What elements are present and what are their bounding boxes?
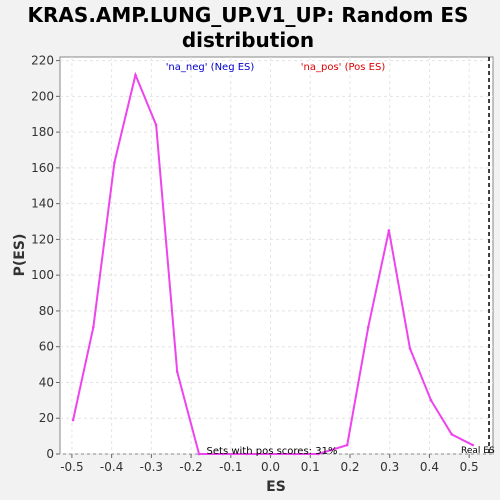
x-tick-label: -0.1 [219, 460, 242, 474]
data-point [345, 443, 349, 447]
x-tick-label: 0.0 [261, 460, 280, 474]
data-point [245, 452, 249, 456]
data-point [408, 347, 412, 350]
series-layer [71, 71, 475, 456]
data-point [92, 325, 95, 329]
data-point [471, 443, 475, 447]
data-point [197, 452, 201, 456]
y-tick-label: 220 [31, 54, 54, 68]
x-tick-label: -0.3 [140, 460, 163, 474]
x-tick-label: 0.4 [420, 460, 439, 474]
x-axis-ticks: -0.5 -0.4 -0.3 -0.2 -0.1 0.0 0.1 0.2 0.3 0.4 0.5 [60, 454, 479, 474]
data-point [221, 452, 225, 456]
plot-area [59, 56, 494, 455]
y-tick-label: 40 [39, 375, 54, 389]
y-tick-label: 0 [46, 447, 54, 461]
x-tick-label: 0.2 [340, 460, 359, 474]
data-point [71, 418, 75, 422]
y-axis-ticks: 0 20 40 60 80 100 120 140 160 180 200 220 [31, 54, 60, 461]
pos-scores-annotation: Sets with pos scores: 31% [207, 446, 338, 457]
x-tick-label: -0.5 [60, 460, 83, 474]
data-point [175, 370, 179, 374]
y-tick-label: 80 [39, 304, 54, 318]
x-axis-title: ES [266, 479, 286, 495]
data-point [113, 161, 116, 164]
data-point [450, 433, 453, 436]
x-tick-label: 0.3 [380, 460, 399, 474]
data-point [366, 325, 370, 329]
x-tick-label: 0.5 [460, 460, 479, 474]
data-point [154, 123, 158, 127]
y-tick-label: 200 [31, 89, 54, 103]
y-tick-label: 100 [31, 268, 54, 282]
gridlines [60, 57, 493, 455]
y-tick-label: 160 [31, 161, 54, 175]
x-tick-label: -0.2 [179, 460, 202, 474]
x-tick-label: -0.4 [100, 460, 123, 474]
legend-pos-es: 'na_pos' (Pos ES) [301, 62, 386, 73]
y-tick-label: 140 [31, 197, 54, 211]
y-tick-label: 180 [31, 125, 54, 139]
data-point [293, 452, 296, 456]
y-tick-label: 20 [39, 411, 54, 425]
data-point [387, 229, 391, 232]
chart-title-line1: KRAS.AMP.LUNG_UP.V1_UP: Random ES [28, 3, 469, 27]
data-point [429, 399, 433, 402]
chart-title-line2: distribution [182, 28, 314, 52]
x-tick-label: 0.1 [301, 460, 320, 474]
data-point [269, 452, 272, 456]
data-point [316, 452, 320, 456]
real-es-label: Real ES [461, 446, 495, 456]
y-axis-title: P(ES) [12, 234, 28, 277]
y-tick-label: 120 [31, 232, 54, 246]
y-tick-label: 60 [39, 340, 54, 354]
legend-neg-es: 'na_neg' (Neg ES) [166, 62, 255, 73]
data-point [134, 73, 137, 77]
